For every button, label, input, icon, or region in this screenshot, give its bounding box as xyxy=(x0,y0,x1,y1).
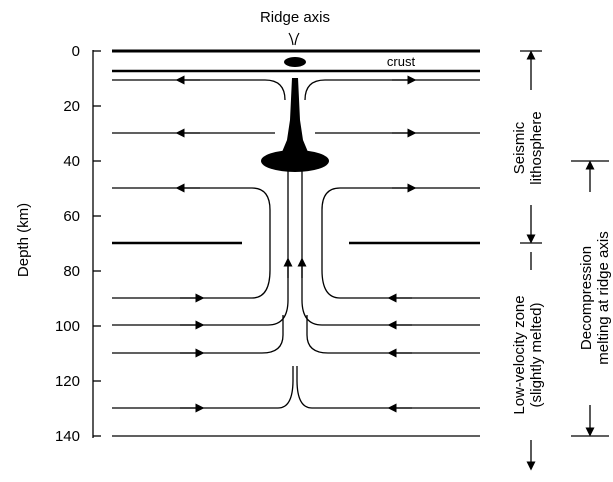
upwelling-line-right-inner xyxy=(301,170,480,326)
crust-label: crust xyxy=(387,54,416,69)
flow-loop-right-deepest xyxy=(296,366,480,409)
ridge-axis-pointer xyxy=(288,32,300,46)
flow-loop-left-deep xyxy=(112,315,284,354)
tick-80: 80 xyxy=(63,263,101,280)
decompression-melting-label-1: Decompression xyxy=(578,246,595,350)
magma-conduit xyxy=(282,78,308,152)
tick-label-40: 40 xyxy=(63,153,80,170)
depth-axis-label: Depth (km) xyxy=(15,203,32,277)
depth-axis: 0 20 40 60 80 100 120 140 xyxy=(55,43,101,445)
tick-label-140: 140 xyxy=(55,428,80,445)
lithosphere-flow-lines xyxy=(112,75,480,138)
magma-body xyxy=(261,57,329,172)
diagram-title: Ridge axis xyxy=(260,9,330,26)
decompression-melting-bracket: Decompression melting at ridge axis xyxy=(571,160,612,437)
tick-label-20: 20 xyxy=(63,98,80,115)
seismic-lithosphere-bracket: Seismic lithosphere xyxy=(511,50,545,244)
tick-0: 0 xyxy=(72,43,101,60)
flow-line-crust-left xyxy=(112,79,286,101)
upwelling-line-left-inner xyxy=(112,170,289,326)
decompression-melting-label-2: melting at ridge axis xyxy=(595,231,612,364)
tick-label-60: 60 xyxy=(63,208,80,225)
seismic-lithosphere-label-1: Seismic xyxy=(511,121,528,174)
low-velocity-zone-label-1: Low-velocity zone xyxy=(511,295,528,414)
flow-loop-left-deepest xyxy=(112,366,294,409)
flow-loop-left-outer xyxy=(112,187,271,299)
flow-loop-right-deep xyxy=(306,315,480,354)
upwelling-flow-lines xyxy=(112,170,480,413)
seismic-lithosphere-label-2: lithosphere xyxy=(528,111,545,184)
tick-label-80: 80 xyxy=(63,263,80,280)
tick-140: 140 xyxy=(55,428,101,445)
tick-100: 100 xyxy=(55,318,101,335)
upper-magma-lens xyxy=(284,57,306,67)
tick-20: 20 xyxy=(63,98,101,115)
low-velocity-zone-bracket: Low-velocity zone (slightly melted) xyxy=(511,252,545,471)
flow-line-crust-right xyxy=(304,79,480,101)
tick-120: 120 xyxy=(55,373,101,390)
tick-60: 60 xyxy=(63,208,101,225)
tick-label-100: 100 xyxy=(55,318,80,335)
deep-magma-chamber xyxy=(261,150,329,172)
tick-label-0: 0 xyxy=(72,43,80,60)
flow-loop-right-outer xyxy=(321,187,480,299)
tick-label-120: 120 xyxy=(55,373,80,390)
tick-40: 40 xyxy=(63,153,101,170)
low-velocity-zone-label-2: (slightly melted) xyxy=(528,302,545,407)
